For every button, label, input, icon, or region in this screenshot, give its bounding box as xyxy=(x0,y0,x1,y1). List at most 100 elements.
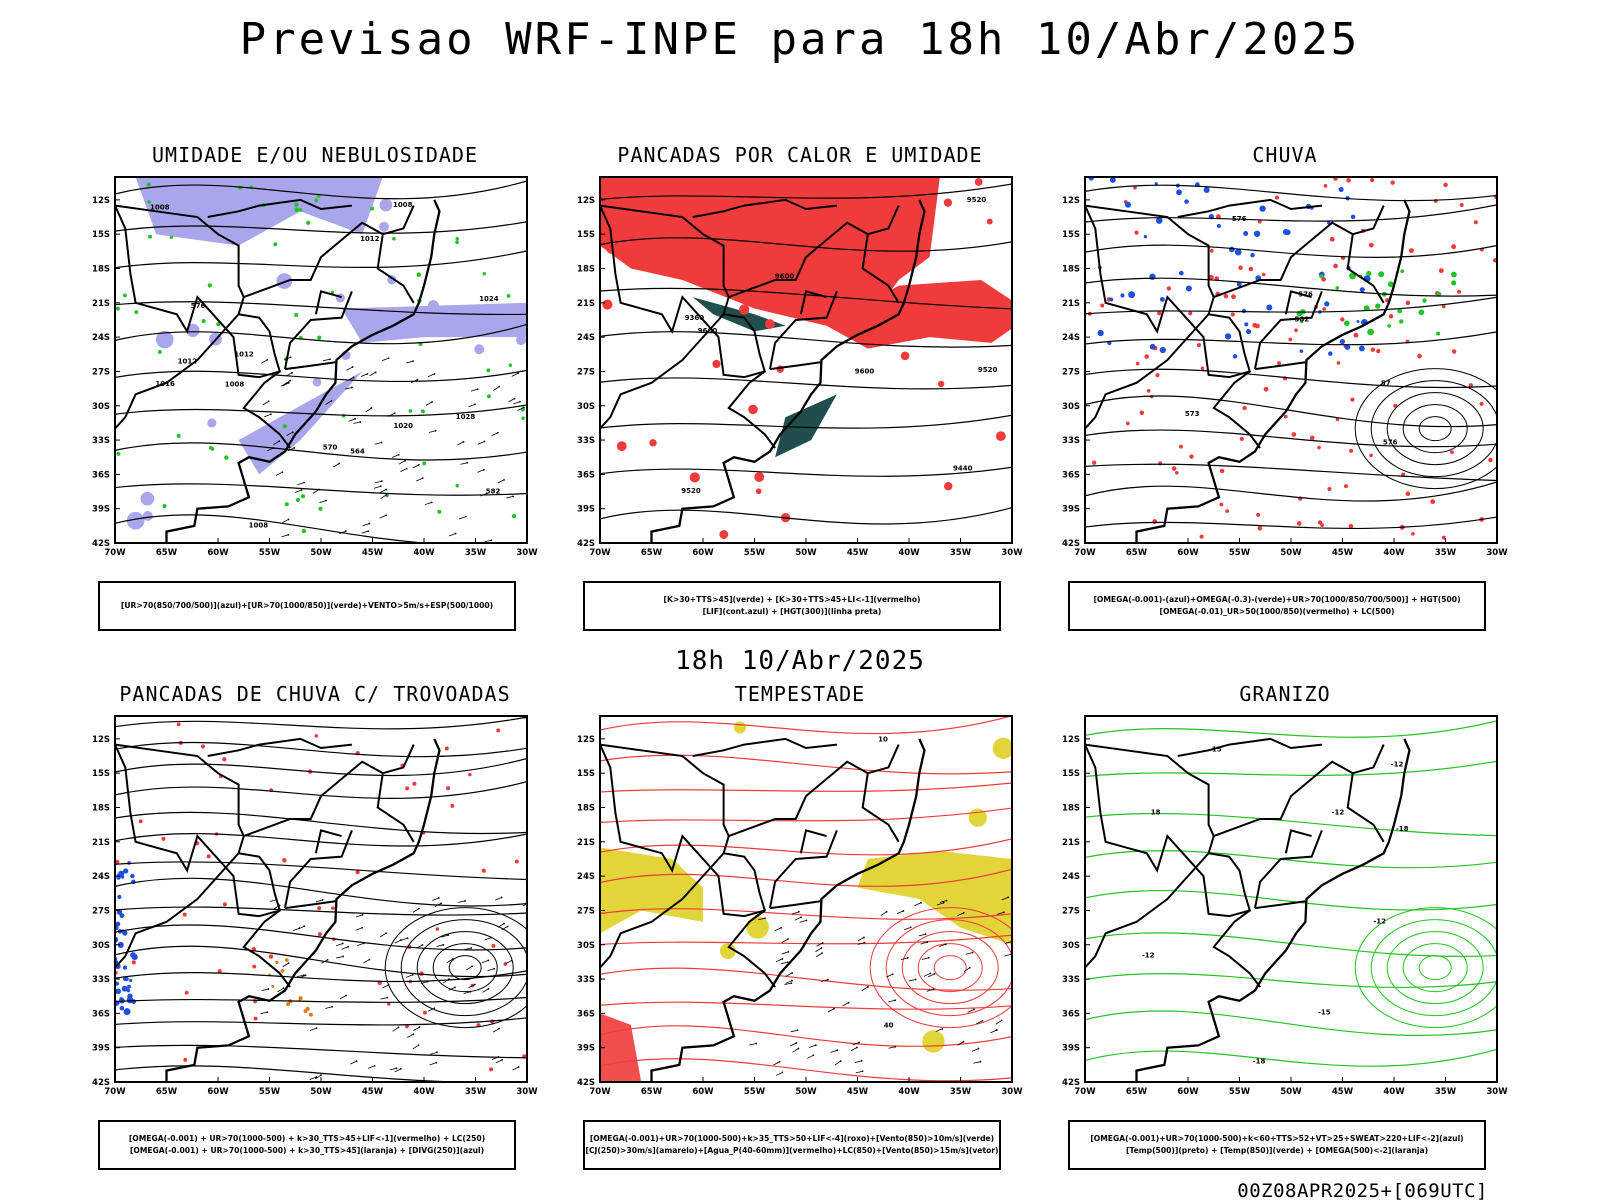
contour-label: 573 xyxy=(1185,410,1200,418)
contour-label: -12 xyxy=(1391,760,1404,768)
contour-label: 1008 xyxy=(225,380,245,388)
lon-tick-label: 40W xyxy=(898,1087,920,1097)
lat-tick-label: 24S xyxy=(577,872,595,882)
lat-tick-label: 33S xyxy=(577,436,595,446)
contour-label: 1012 xyxy=(234,351,254,359)
lat-tick-label: 21S xyxy=(92,299,110,309)
lon-tick-label: 55W xyxy=(1229,548,1251,558)
lat-tick-label: 33S xyxy=(1062,436,1080,446)
lon-tick-label: 35W xyxy=(465,1087,487,1097)
legend-box: [OMEGA(-0.001) + UR>70(1000-500) + k>30_… xyxy=(98,1120,516,1170)
lat-tick-label: 12S xyxy=(92,196,110,206)
lon-tick-label: 65W xyxy=(156,548,178,558)
lat-tick-label: 21S xyxy=(577,838,595,848)
main-title: Previsao WRF-INPE para 18h 10/Abr/2025 xyxy=(239,14,1361,65)
lat-tick-label: 24S xyxy=(92,333,110,343)
map-granizo: -12 -12 -12 -15 -15 -18 -18 -12 18 12S 15S 18S 21S 24… xyxy=(1062,715,1508,1097)
lon-tick-label: 65W xyxy=(641,548,663,558)
lat-tick-label: 42S xyxy=(1062,539,1080,549)
lat-tick-label: 27S xyxy=(1062,906,1080,916)
lon-tick-label: 40W xyxy=(898,548,920,558)
lon-tick-label: 60W xyxy=(1177,548,1199,558)
lat-tick-label: 18S xyxy=(1062,265,1080,275)
lon-tick-label: 35W xyxy=(950,1087,972,1097)
lat-tick-label: 12S xyxy=(577,735,595,745)
contour-label: 582 xyxy=(1295,316,1310,324)
lat-tick-label: 36S xyxy=(1062,1009,1080,1019)
contour-label: 1024 xyxy=(479,295,499,303)
contour-label: 10 xyxy=(878,736,888,744)
lon-tick-label: 50W xyxy=(795,548,817,558)
lat-tick-label: 18S xyxy=(577,265,595,275)
lat-tick-label: 27S xyxy=(577,367,595,377)
lat-tick-label: 42S xyxy=(577,1078,595,1088)
lat-tick-label: 39S xyxy=(92,505,110,515)
panel-pancadas-trovoadas: PANCADAS DE CHUVA C/ TROVOADAS 12S 15S 18S… xyxy=(80,682,550,1170)
lon-tick-label: 65W xyxy=(641,1087,663,1097)
legend-box: [OMEGA(-0.001)-(azul)+OMEGA(-0.3)-(verde… xyxy=(1068,581,1486,631)
lat-tick-label: 18S xyxy=(1062,804,1080,814)
lon-tick-label: 35W xyxy=(465,548,487,558)
lat-tick-label: 18S xyxy=(92,804,110,814)
lat-tick-label: 12S xyxy=(577,196,595,206)
contour-label: 9600 xyxy=(855,368,875,376)
lon-tick-label: 40W xyxy=(413,1087,435,1097)
contour-label: 9600 xyxy=(698,327,718,335)
lon-tick-label: 50W xyxy=(795,1087,817,1097)
contour-label: -12 xyxy=(1332,809,1345,817)
contour-label: 9520 xyxy=(967,196,987,204)
contour-label: 9600 xyxy=(775,273,795,281)
lat-tick-label: 42S xyxy=(92,539,110,549)
legend-line: [OMEGA(-0.001)-(azul)+OMEGA(-0.3)-(verde… xyxy=(1093,595,1461,604)
lat-tick-label: 21S xyxy=(1062,299,1080,309)
contour-label: 1028 xyxy=(456,413,476,421)
panel-tempestade: TEMPESTADE 10 40 12S 15S 18S 21S 24S 27S 30S 33S 3… xyxy=(565,682,1035,1170)
lat-tick-label: 12S xyxy=(1062,196,1080,206)
contour-label: 1008 xyxy=(249,522,269,530)
lat-tick-label: 12S xyxy=(1062,735,1080,745)
contour-label: 576 xyxy=(1232,215,1247,223)
lat-tick-label: 33S xyxy=(1062,975,1080,985)
lat-tick-label: 39S xyxy=(1062,1044,1080,1054)
lat-tick-label: 18S xyxy=(577,804,595,814)
map-chuva: 582 576 576 573 576 57 12S 15S 18S 21S 24S 27S 30S 33… xyxy=(1062,176,1508,558)
legend-line: [K>30+TTS>45](verde) + [K>30+TTS>45+LI<-… xyxy=(663,595,921,604)
lon-tick-label: 35W xyxy=(950,548,972,558)
panel-pancadas-calor: PANCADAS POR CALOR E UMIDADE 9520 9600 960… xyxy=(565,143,1035,631)
lon-tick-label: 40W xyxy=(413,548,435,558)
lon-tick-label: 60W xyxy=(1177,1087,1199,1097)
lat-tick-label: 36S xyxy=(92,470,110,480)
map-umidade: 1008 1008 1008 1012 1012 1012 1016 1020 1024 1028… xyxy=(92,176,538,558)
lon-tick-label: 45W xyxy=(1332,1087,1354,1097)
lon-tick-label: 45W xyxy=(362,1087,384,1097)
lat-tick-label: 12S xyxy=(92,735,110,745)
lon-tick-label: 55W xyxy=(744,1087,766,1097)
lon-tick-label: 40W xyxy=(1383,548,1405,558)
lat-tick-label: 27S xyxy=(577,906,595,916)
contour-label: 57 xyxy=(1381,380,1391,388)
lon-tick-label: 35W xyxy=(1435,1087,1457,1097)
lat-tick-label: 24S xyxy=(92,872,110,882)
lon-tick-label: 60W xyxy=(692,1087,714,1097)
legend-box: [UR>70(850/700/500)](azul)+[UR>70(1000/8… xyxy=(98,581,516,631)
lat-tick-label: 36S xyxy=(577,1009,595,1019)
contour-label: -18 xyxy=(1396,825,1409,833)
lon-tick-label: 70W xyxy=(104,1087,126,1097)
legend-line: [UR>70(850/700/500)](azul)+[UR>70(1000/8… xyxy=(120,601,494,610)
contour-label: 1012 xyxy=(178,357,198,365)
lat-tick-label: 42S xyxy=(92,1078,110,1088)
lat-tick-label: 21S xyxy=(577,299,595,309)
lat-tick-label: 27S xyxy=(1062,367,1080,377)
contour-label: 1016 xyxy=(155,380,175,388)
contour-label: 576 xyxy=(1383,439,1398,447)
contour-label: 40 xyxy=(884,1021,894,1029)
contour-label: -15 xyxy=(1209,746,1222,754)
contour-label: 9360 xyxy=(685,314,705,322)
contour-label: 1008 xyxy=(150,204,170,212)
contour-label: 1008 xyxy=(393,201,413,209)
lon-tick-label: 30W xyxy=(516,548,538,558)
map-pancadas-calor: 9520 9600 9600 9520 9440 9520 9360 9600 12S 15S 18… xyxy=(577,176,1023,558)
lon-tick-label: 45W xyxy=(1332,548,1354,558)
lat-tick-label: 15S xyxy=(577,769,595,779)
